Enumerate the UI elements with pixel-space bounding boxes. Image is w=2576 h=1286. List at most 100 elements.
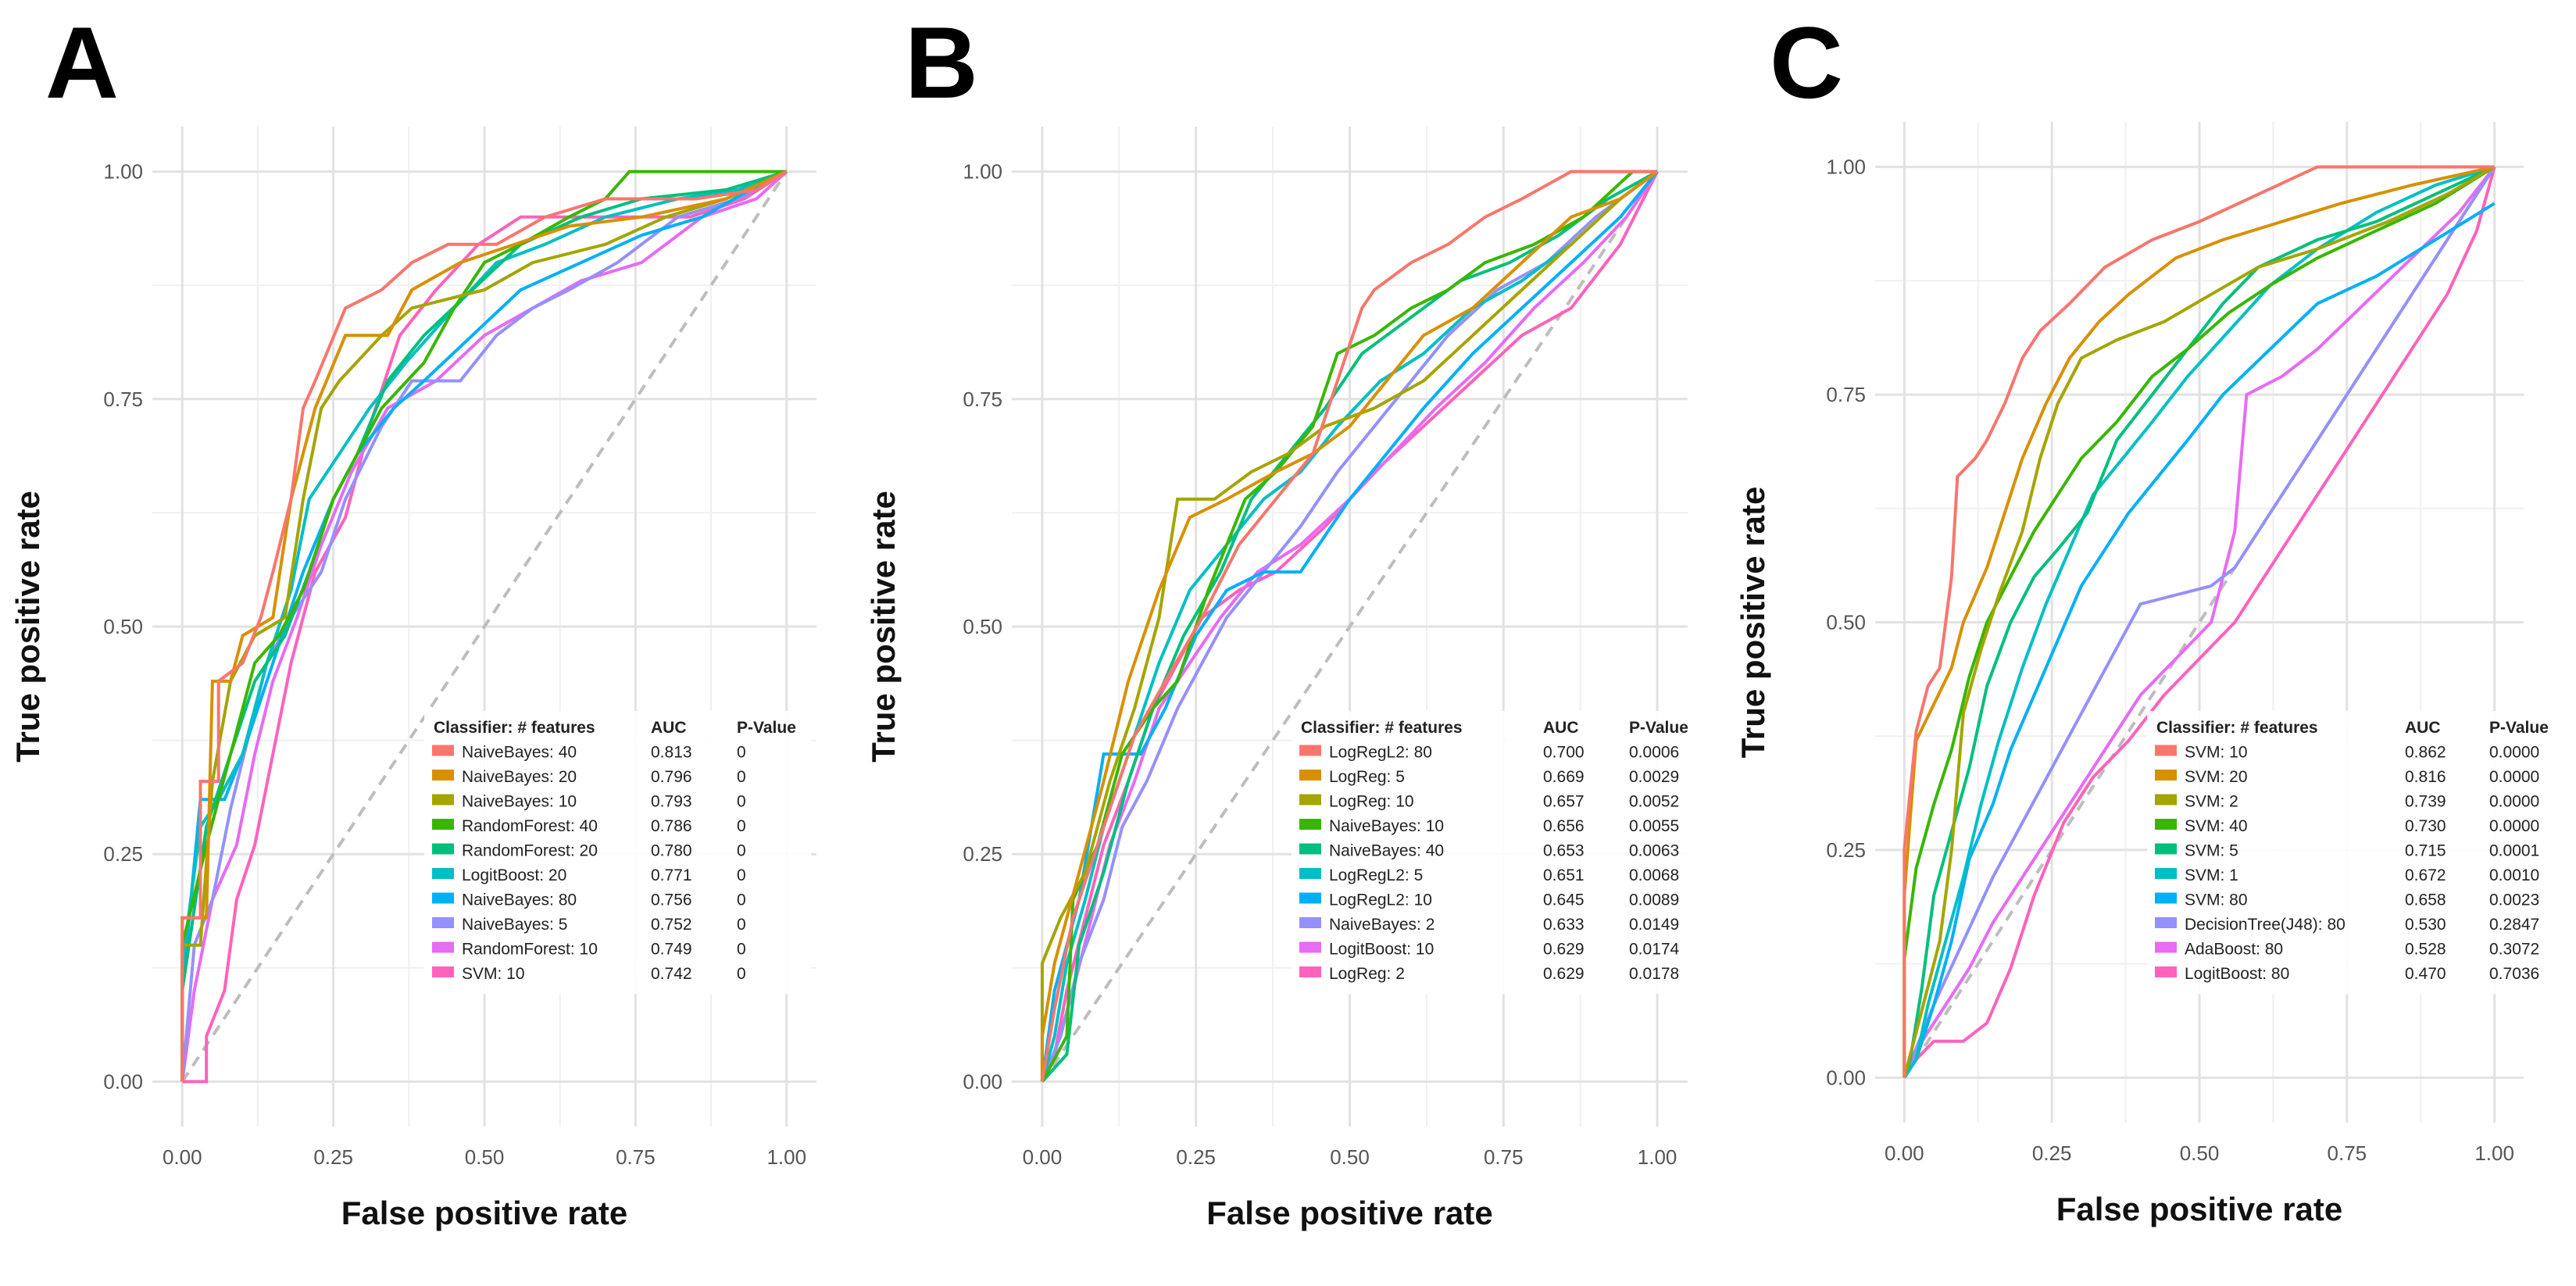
x-tick-label: 0.25 [2032,1141,2072,1165]
y-tick-label: 0.25 [1826,838,1866,862]
legend-background [1292,711,1703,995]
legend-series-auc: 0.793 [651,793,692,811]
legend-series-pvalue: 0.0000 [2489,744,2539,762]
legend-series-name: NaiveBayes: 80 [462,891,577,909]
legend-series-name: RandomForest: 40 [462,817,598,835]
legend-series-pvalue: 0 [737,866,746,884]
roc-curve-line [1040,170,1659,1082]
roc-curve-line [1903,166,2496,1079]
legend-swatch [1299,819,1321,830]
legend-swatch [432,966,454,977]
x-tick-label: 0.50 [1330,1145,1370,1169]
legend-swatch [2155,941,2177,953]
legend-swatch [2155,843,2177,855]
legend-series-auc: 0.742 [651,965,692,983]
x-tick-label: 0.75 [1484,1145,1524,1169]
legend-series-auc: 0.645 [1543,891,1585,909]
legend-series-pvalue: 0 [737,842,746,860]
panel-label: B [905,5,978,120]
legend-series-pvalue: 0.0089 [1629,891,1679,909]
legend-swatch [2155,770,2177,781]
x-tick-label: 0.25 [313,1145,353,1169]
legend-series-name: LogRegL2: 10 [1329,891,1432,909]
legend-series-auc: 0.786 [651,817,692,835]
legend-swatch [432,843,454,855]
roc-curve-line [1041,170,1659,1083]
y-tick-label: 1.00 [963,160,1002,184]
legend-swatch [2155,794,2177,806]
legend-header-auc: AUC [1543,719,1579,737]
legend-series-name: AdaBoost: 80 [2185,941,2283,959]
legend-swatch [2155,892,2177,904]
legend-series-name: NaiveBayes: 10 [462,793,577,811]
legend-series-auc: 0.739 [2405,793,2446,811]
legend-series-pvalue: 0.0063 [1629,842,1679,860]
legend-series-name: SVM: 40 [2185,817,2248,835]
legend-series-pvalue: 0.7036 [2489,965,2539,983]
legend-series-name: LogReg: 2 [1329,965,1405,983]
panel-label: C [1770,5,1843,120]
legend-series-name: RandomForest: 10 [462,941,598,959]
roc-curve-line [180,170,788,1082]
legend-series-pvalue: 0 [737,817,746,835]
legend-series-name: SVM: 1 [2185,866,2238,884]
roc-curve-line [1903,165,2495,1078]
legend-series-pvalue: 0.0006 [1629,744,1679,762]
legend-series-auc: 0.730 [2405,817,2446,835]
legend-series-name: SVM: 2 [2185,793,2238,811]
y-tick-label: 0.00 [1826,1066,1866,1089]
legend-series-name: LogReg: 10 [1329,793,1414,811]
legend-series-auc: 0.862 [2405,744,2446,762]
y-tick-label: 0.00 [103,1070,143,1093]
legend-series-auc: 0.470 [2405,965,2446,983]
legend-swatch [1299,917,1321,928]
legend-series-pvalue: 0 [737,965,746,983]
y-tick-label: 0.75 [1826,383,1866,406]
legend-swatch [2155,819,2177,830]
roc-curve-line [1041,170,1659,1083]
legend-swatch [432,941,454,953]
legend-series-name: NaiveBayes: 5 [462,916,567,934]
y-tick-label: 1.00 [103,160,143,184]
legend-series-name: LogitBoost: 80 [2185,965,2289,983]
legend-series-pvalue: 0.0052 [1629,793,1679,811]
y-tick-label: 1.00 [1826,155,1866,179]
legend-series-name: SVM: 80 [2185,891,2248,909]
y-axis-label: True positive rate [9,491,46,763]
legend-series-auc: 0.796 [651,768,692,786]
legend-series-name: LogitBoost: 20 [462,866,566,884]
legend-background [424,711,811,995]
legend-swatch [432,819,454,830]
y-tick-label: 0.50 [103,615,143,638]
legend-series-auc: 0.771 [651,866,692,884]
x-tick-label: 0.75 [616,1145,656,1169]
legend-header-classifier: Classifier: # features [2156,719,2318,737]
legend-swatch [432,745,454,756]
legend-series-auc: 0.629 [1543,941,1585,959]
x-axis-label: False positive rate [2056,1191,2343,1227]
x-tick-label: 0.00 [163,1145,202,1169]
legend-header-auc: AUC [2405,719,2441,737]
legend-series-pvalue: 0.0010 [2489,866,2539,884]
roc-curve-line [1903,166,2496,1079]
legend-series-pvalue: 0.2847 [2489,916,2539,934]
legend-series-auc: 0.669 [1543,768,1585,786]
legend-series-name: SVM: 10 [462,965,525,983]
legend-series-pvalue: 0.0001 [2489,842,2539,860]
legend-series-pvalue: 0.0068 [1629,866,1679,884]
legend-swatch [2155,868,2177,879]
legend-series-pvalue: 0.0055 [1629,817,1679,835]
legend-series-name: LogitBoost: 10 [1329,941,1434,959]
roc-curve-line [180,170,788,1082]
legend-header-auc: AUC [651,719,687,737]
legend-series-auc: 0.700 [1543,744,1585,762]
legend-swatch [1299,745,1321,756]
legend-series-auc: 0.816 [2405,768,2446,786]
roc-curve-line [1040,170,1659,1082]
legend-swatch [2155,917,2177,928]
legend-series-name: LogRegL2: 5 [1329,866,1423,884]
legend-swatch [1299,794,1321,806]
x-tick-label: 0.00 [1023,1145,1063,1169]
legend-series-pvalue: 0.0178 [1629,965,1679,983]
legend-swatch [2155,745,2177,756]
